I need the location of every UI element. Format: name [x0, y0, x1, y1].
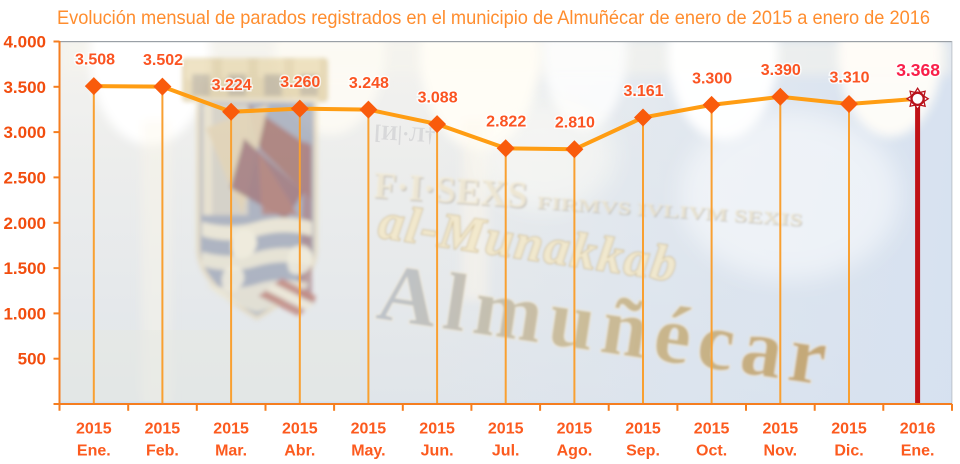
svg-text:2015: 2015	[419, 421, 455, 438]
svg-text:May.: May.	[351, 443, 385, 460]
svg-text:2015: 2015	[831, 421, 867, 438]
svg-text:2015: 2015	[213, 421, 249, 438]
svg-text:3.310: 3.310	[829, 69, 869, 86]
svg-text:2015: 2015	[488, 421, 524, 438]
svg-text:Mar.: Mar.	[215, 443, 247, 460]
svg-text:3.248: 3.248	[349, 75, 389, 92]
svg-text:1.000: 1.000	[3, 304, 46, 323]
svg-text:Ene.: Ene.	[77, 443, 111, 460]
svg-text:Ene.: Ene.	[901, 443, 935, 460]
svg-text:3.508: 3.508	[75, 52, 115, 69]
svg-text:F·I·SEXS: F·I·SEXS	[372, 165, 528, 216]
svg-text:2.822: 2.822	[486, 114, 526, 131]
svg-text:Feb.: Feb.	[146, 443, 179, 460]
svg-text:3.224: 3.224	[212, 77, 252, 94]
svg-text:3.500: 3.500	[3, 78, 46, 97]
svg-text:4.000: 4.000	[3, 33, 46, 52]
svg-text:3.000: 3.000	[3, 123, 46, 142]
svg-text:2.500: 2.500	[3, 168, 46, 187]
svg-text:2016: 2016	[900, 421, 936, 438]
svg-text:2015: 2015	[282, 421, 318, 438]
svg-text:2015: 2015	[694, 421, 730, 438]
svg-text:3.260: 3.260	[280, 74, 320, 91]
svg-text:3.161: 3.161	[623, 83, 663, 100]
svg-text:Evolución mensual de parados r: Evolución mensual de parados registrados…	[57, 7, 930, 29]
svg-text:2015: 2015	[557, 421, 593, 438]
svg-text:3.088: 3.088	[418, 90, 458, 107]
svg-text:Abr.: Abr.	[284, 443, 315, 460]
svg-text:Jul.: Jul.	[492, 443, 520, 460]
svg-text:2015: 2015	[351, 421, 387, 438]
svg-text:3.390: 3.390	[761, 62, 801, 79]
svg-text:[И|·Л†: [И|·Л†	[374, 120, 436, 147]
svg-text:2.000: 2.000	[3, 214, 46, 233]
svg-text:Sep.: Sep.	[626, 443, 660, 460]
svg-text:500: 500	[18, 350, 46, 369]
svg-text:2015: 2015	[625, 421, 661, 438]
svg-text:3.368: 3.368	[896, 60, 940, 80]
svg-text:2015: 2015	[145, 421, 181, 438]
svg-text:Dic.: Dic.	[834, 443, 863, 460]
svg-text:2.810: 2.810	[555, 115, 595, 132]
svg-text:Nov.: Nov.	[764, 443, 797, 460]
svg-text:3.300: 3.300	[692, 70, 732, 87]
svg-text:2015: 2015	[76, 421, 112, 438]
svg-text:1.500: 1.500	[3, 259, 46, 278]
svg-text:Oct.: Oct.	[696, 443, 727, 460]
svg-text:Ago.: Ago.	[557, 443, 593, 460]
svg-text:F·I·SEXS: F·I·SEXS	[374, 167, 530, 218]
svg-text:2015: 2015	[763, 421, 799, 438]
svg-text:Jun.: Jun.	[421, 443, 454, 460]
svg-text:3.502: 3.502	[143, 52, 183, 69]
